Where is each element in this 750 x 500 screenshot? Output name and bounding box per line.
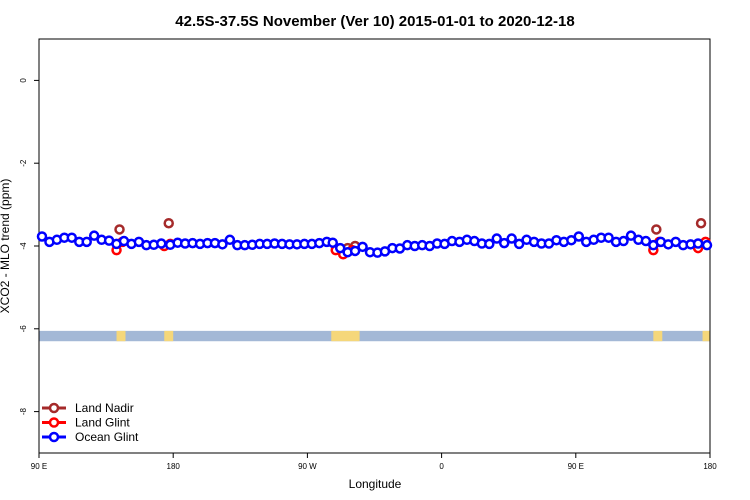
data-point: [224, 234, 236, 246]
data-point: [692, 238, 704, 249]
data-point: [603, 232, 614, 243]
data-point: [498, 237, 510, 249]
data-point: [701, 239, 713, 251]
x-axis-label: Longitude: [349, 477, 402, 491]
surface-type-bar: [39, 330, 710, 342]
land-segment: [653, 330, 663, 342]
data-point: [163, 217, 174, 229]
data-point: [81, 236, 92, 248]
y-tick-label: -8: [19, 407, 28, 415]
data-point: [640, 235, 652, 247]
data-point: [114, 224, 125, 235]
x-tick-label: 90 E: [568, 462, 584, 471]
data-point: [156, 238, 167, 249]
ocean-segment: [39, 330, 710, 342]
data-point: [327, 237, 338, 248]
data-point: [651, 224, 662, 235]
data-point: [618, 235, 629, 247]
y-tick-label: -4: [19, 242, 28, 250]
y-tick-label: 0: [19, 78, 28, 83]
data-point: [334, 242, 346, 254]
data-point: [695, 217, 707, 229]
data-point: [506, 233, 517, 244]
legend-marker: [48, 431, 60, 443]
chart-title: 42.5S-37.5S November (Ver 10) 2015-01-01…: [175, 13, 574, 30]
data-point: [625, 230, 637, 241]
x-tick-label: 180: [167, 462, 181, 471]
x-tick-label: 90 W: [298, 462, 317, 471]
legend-marker: [48, 402, 60, 414]
data-point: [217, 239, 228, 250]
data-point: [66, 232, 78, 243]
data-point: [357, 241, 368, 253]
data-point: [349, 245, 361, 257]
land-segment: [164, 330, 174, 342]
data-point: [36, 231, 48, 242]
y-tick-label: -6: [19, 325, 28, 333]
legend-entry: Land Glint: [75, 416, 130, 430]
x-tick-label: 180: [703, 462, 717, 471]
y-tick-label: -2: [19, 159, 28, 167]
data-point: [491, 233, 503, 244]
x-tick-label: 0: [439, 462, 444, 471]
legend-entry: Land Nadir: [75, 401, 134, 415]
series-ocean-glint: [36, 230, 713, 258]
y-axis-label: XCO2 - MLO trend (ppm): [0, 179, 12, 314]
x-tick-label: 90 E: [31, 462, 47, 471]
data-point: [573, 231, 585, 242]
legend-marker: [48, 417, 60, 428]
data-point: [513, 238, 525, 250]
data-points: [36, 217, 713, 260]
land-segment: [331, 330, 360, 342]
land-segment: [116, 330, 126, 342]
data-point: [88, 230, 100, 241]
land-segment: [702, 330, 710, 342]
data-point: [484, 238, 495, 250]
legend-entry: Ocean Glint: [75, 430, 139, 444]
